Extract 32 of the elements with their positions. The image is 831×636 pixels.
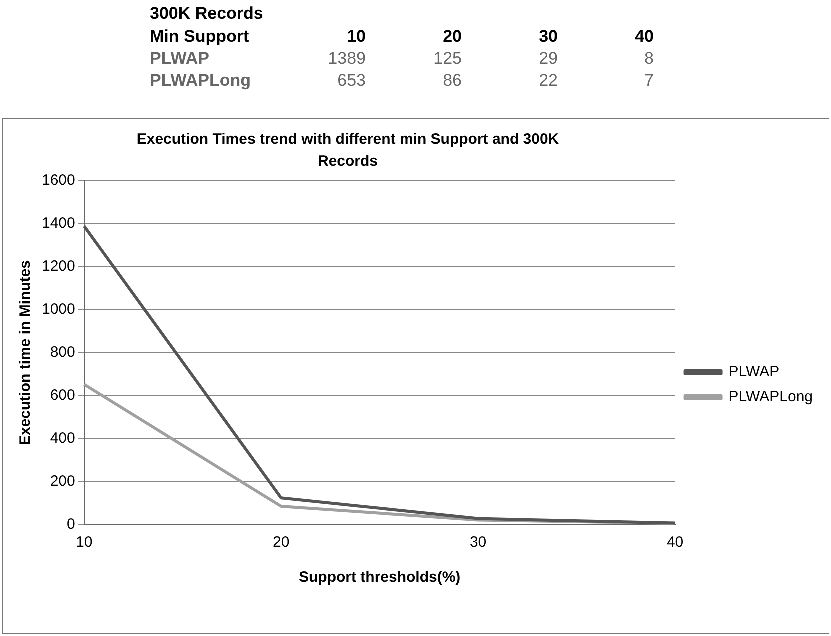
x-tick-label: 40 <box>666 534 684 552</box>
x-tick-label: 10 <box>76 534 93 552</box>
x-tick-label: 20 <box>442 26 463 48</box>
data-label: 653 <box>336 70 367 92</box>
y-tick-label: 400 <box>50 430 76 448</box>
data-label: 29 <box>538 48 559 70</box>
data-label: 8 <box>644 48 655 70</box>
data-label: 7 <box>644 70 655 92</box>
data-label: 1389 <box>327 48 367 70</box>
data-label: 125 <box>432 48 463 70</box>
x-tick-label: 30 <box>538 26 559 48</box>
y-tick-label: 0 <box>67 516 76 534</box>
y-axis-title: Execution time in Minutes <box>17 260 34 446</box>
y-tick-label: 200 <box>50 473 76 490</box>
data-label: 86 <box>442 70 463 92</box>
y-tick-label: 1600 <box>42 172 76 190</box>
chart-title: Execution Times trend with different min Support and 300K Records <box>136 130 560 172</box>
text: 300K Records <box>149 3 264 25</box>
data-label: 22 <box>538 70 559 92</box>
y-tick-label: 800 <box>50 344 76 362</box>
x-tick-label: 20 <box>273 534 290 552</box>
y-tick-label: 1200 <box>42 258 76 276</box>
y-tick-label: 1000 <box>42 301 76 318</box>
x-tick-label: 40 <box>634 26 655 48</box>
x-tick-label: 10 <box>346 26 367 48</box>
x-tick-label: 30 <box>470 534 487 552</box>
legend-label: PLWAPLong <box>728 388 814 406</box>
text: Min Support <box>149 26 250 48</box>
x-axis-title: Support thresholds(%) <box>298 569 461 586</box>
legend-label: PLWAP <box>728 364 780 381</box>
y-tick-label: 1400 <box>42 215 76 232</box>
y-tick-label: 600 <box>50 387 76 404</box>
